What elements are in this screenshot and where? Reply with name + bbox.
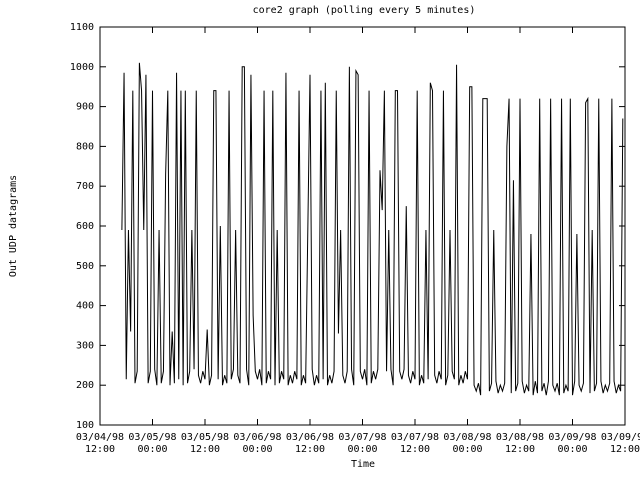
x-tick-label: 12:00 (400, 444, 430, 455)
chart-title: core2 graph (polling every 5 minutes) (253, 5, 476, 16)
y-tick-label: 900 (76, 102, 94, 113)
x-tick-label: 12:00 (505, 444, 535, 455)
y-tick-label: 200 (76, 380, 94, 391)
y-tick-label: 100 (76, 420, 94, 431)
x-tick-label: 00:00 (557, 444, 587, 455)
y-tick-label: 800 (76, 141, 94, 152)
x-tick-label: 03/06/98 (233, 432, 281, 443)
x-tick-label: 12:00 (85, 444, 115, 455)
x-tick-label: 03/09/98 (601, 432, 640, 443)
y-tick-label: 600 (76, 221, 94, 232)
x-tick-label: 03/05/98 (128, 432, 176, 443)
x-tick-label: 12:00 (610, 444, 640, 455)
x-tick-label: 00:00 (137, 444, 167, 455)
y-tick-label: 300 (76, 340, 94, 351)
y-tick-label: 1000 (70, 62, 94, 73)
x-axis-label: Time (351, 459, 375, 470)
y-axis-label: Out UDP datagrams (8, 175, 19, 277)
x-tick-label: 03/08/98 (496, 432, 544, 443)
x-tick-label: 03/08/98 (443, 432, 491, 443)
data-line (121, 62, 624, 396)
x-tick-label: 03/04/98 (76, 432, 124, 443)
y-tick-label: 1100 (70, 22, 94, 33)
x-tick-label: 03/09/98 (548, 432, 596, 443)
x-tick-label: 00:00 (347, 444, 377, 455)
y-tick-label: 400 (76, 301, 94, 312)
y-tick-label: 500 (76, 261, 94, 272)
x-tick-label: 03/07/98 (391, 432, 439, 443)
x-tick-label: 00:00 (452, 444, 482, 455)
x-tick-label: 12:00 (190, 444, 220, 455)
x-tick-label: 03/05/98 (181, 432, 229, 443)
x-tick-label: 00:00 (242, 444, 272, 455)
x-tick-label: 12:00 (295, 444, 325, 455)
y-tick-label: 700 (76, 181, 94, 192)
x-tick-label: 03/07/98 (338, 432, 386, 443)
x-tick-label: 03/06/98 (286, 432, 334, 443)
